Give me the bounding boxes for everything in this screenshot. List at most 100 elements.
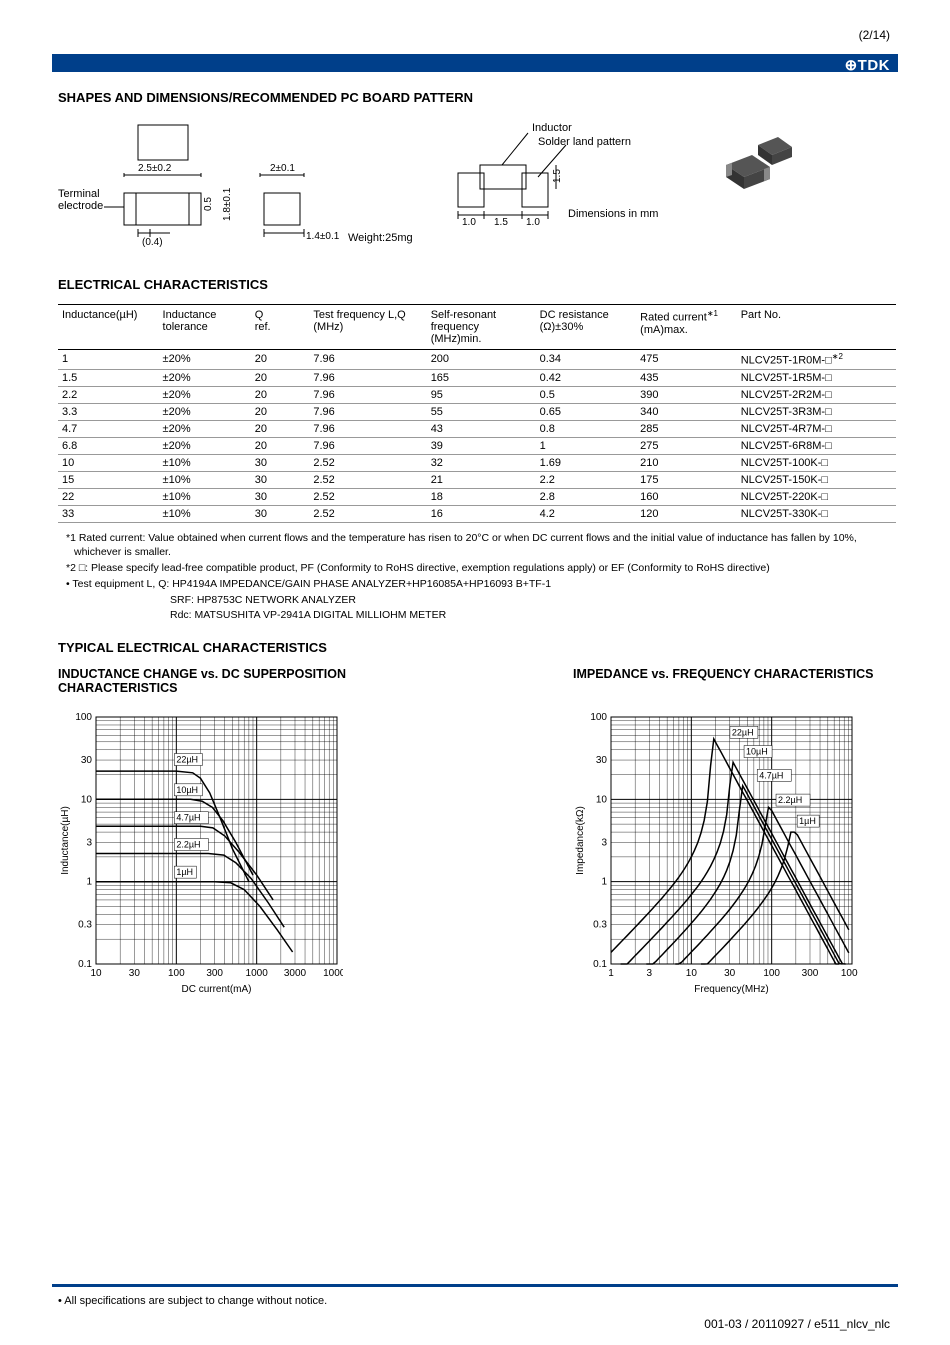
- svg-text:0.3: 0.3: [78, 919, 92, 930]
- footnote-1: *1 Rated current: Value obtained when cu…: [66, 531, 896, 559]
- svg-text:22µH: 22µH: [176, 754, 198, 764]
- svg-text:100: 100: [763, 968, 780, 979]
- svg-text:22µH: 22µH: [732, 727, 754, 737]
- col-header: Qref.: [251, 305, 310, 350]
- table-cell: 7.96: [309, 369, 426, 386]
- table-row: 15±10%302.52212.2175NLCV25T-150K-□: [58, 471, 896, 488]
- table-cell: 160: [636, 488, 737, 505]
- table-cell: 120: [636, 505, 737, 522]
- table-cell: 43: [427, 420, 536, 437]
- dim-2-0: 2±0.1: [270, 163, 295, 174]
- svg-text:100: 100: [590, 712, 607, 723]
- table-cell: 7.96: [309, 386, 426, 403]
- chart-1: INDUCTANCE CHANGE vs. DC SUPERPOSITION C…: [58, 667, 373, 997]
- table-cell: ±20%: [159, 386, 251, 403]
- svg-text:3000: 3000: [284, 968, 307, 979]
- tdk-logo: ⊕TDK: [845, 56, 890, 74]
- svg-text:3: 3: [601, 837, 607, 848]
- table-cell: 7.96: [309, 403, 426, 420]
- svg-text:10: 10: [596, 794, 608, 805]
- table-cell: 2.52: [309, 488, 426, 505]
- electrical-title: ELECTRICAL CHARACTERISTICS: [58, 277, 896, 292]
- col-header: DC resistance(Ω)±30%: [536, 305, 637, 350]
- svg-text:10: 10: [90, 968, 102, 979]
- table-cell: 2.2: [58, 386, 159, 403]
- footnote-3c: Rdc: MATSUSHITA VP-2941A DIGITAL MILLIOH…: [170, 608, 896, 622]
- table-cell: 475: [636, 350, 737, 370]
- dim-0-5: 0.5: [203, 197, 214, 211]
- page-number: (2/14): [859, 28, 890, 42]
- svg-text:1µH: 1µH: [176, 867, 193, 877]
- table-cell: 0.65: [536, 403, 637, 420]
- svg-text:0.3: 0.3: [593, 919, 607, 930]
- dim-0-4: (0.4): [142, 237, 163, 248]
- table-cell: NLCV25T-330K-□: [737, 505, 896, 522]
- pad-1-0b: 1.0: [526, 217, 540, 228]
- table-row: 4.7±20%207.96430.8285NLCV25T-4R7M-□: [58, 420, 896, 437]
- table-cell: NLCV25T-100K-□: [737, 454, 896, 471]
- svg-text:1: 1: [608, 968, 614, 979]
- table-cell: 2.52: [309, 505, 426, 522]
- svg-text:electrode: electrode: [58, 200, 103, 212]
- table-cell: 39: [427, 437, 536, 454]
- svg-text:3: 3: [647, 968, 653, 979]
- table-row: 2.2±20%207.96950.5390NLCV25T-2R2M-□: [58, 386, 896, 403]
- svg-text:0.1: 0.1: [78, 959, 92, 970]
- col-header: Inductance(µH): [58, 305, 159, 350]
- table-row: 3.3±20%207.96550.65340NLCV25T-3R3M-□: [58, 403, 896, 420]
- table-cell: 275: [636, 437, 737, 454]
- table-cell: 2.2: [536, 471, 637, 488]
- table-cell: NLCV25T-1R5M-□: [737, 369, 896, 386]
- table-cell: 30: [251, 488, 310, 505]
- table-cell: 2.52: [309, 454, 426, 471]
- table-cell: 32: [427, 454, 536, 471]
- dim-1-4: 1.4±0.1: [306, 231, 340, 242]
- inductor-label: Inductor: [532, 122, 572, 134]
- svg-text:Impedance(kΩ): Impedance(kΩ): [575, 806, 586, 875]
- table-cell: 200: [427, 350, 536, 370]
- svg-text:100: 100: [75, 712, 92, 723]
- table-cell: 7.96: [309, 420, 426, 437]
- table-cell: 10: [58, 454, 159, 471]
- page-content: SHAPES AND DIMENSIONS/RECOMMENDED PC BOA…: [58, 90, 896, 997]
- mechanical-drawing-svg: Terminal electrode 2.5±0.2 2±0.1 0.5 1.8…: [58, 117, 418, 257]
- svg-text:10: 10: [81, 794, 93, 805]
- chart1-svg: 103010030010003000100000.10.3131030100DC…: [58, 709, 343, 994]
- svg-text:Inductance(µH): Inductance(µH): [60, 806, 71, 875]
- svg-text:30: 30: [596, 755, 608, 766]
- table-cell: 435: [636, 369, 737, 386]
- table-cell: 1.69: [536, 454, 637, 471]
- table-cell: 16: [427, 505, 536, 522]
- svg-text:300: 300: [802, 968, 819, 979]
- table-cell: ±20%: [159, 403, 251, 420]
- table-cell: NLCV25T-4R7M-□: [737, 420, 896, 437]
- table-cell: 0.42: [536, 369, 637, 386]
- table-cell: 18: [427, 488, 536, 505]
- svg-text:10µH: 10µH: [176, 785, 198, 795]
- table-cell: NLCV25T-3R3M-□: [737, 403, 896, 420]
- table-cell: 1: [536, 437, 637, 454]
- table-cell: NLCV25T-1R0M-□∗2: [737, 350, 896, 370]
- table-cell: 22: [58, 488, 159, 505]
- svg-text:3: 3: [86, 837, 92, 848]
- pad-1-5: 1.5: [494, 217, 508, 228]
- table-cell: 1.5: [58, 369, 159, 386]
- svg-text:30: 30: [724, 968, 736, 979]
- pcb-pattern-svg: Inductor Solder land pattern 1.0 1.5 1.0…: [438, 117, 688, 237]
- table-cell: 0.8: [536, 420, 637, 437]
- table-row: 10±10%302.52321.69210NLCV25T-100K-□: [58, 454, 896, 471]
- svg-text:1µH: 1µH: [799, 816, 816, 826]
- table-cell: 0.5: [536, 386, 637, 403]
- footnote-3: • Test equipment L, Q: HP4194A IMPEDANCE…: [66, 577, 896, 591]
- table-cell: 0.34: [536, 350, 637, 370]
- chart1-title: INDUCTANCE CHANGE vs. DC SUPERPOSITION C…: [58, 667, 373, 699]
- col-header: Rated current∗1(mA)max.: [636, 305, 737, 350]
- table-cell: 4.2: [536, 505, 637, 522]
- table-cell: 390: [636, 386, 737, 403]
- table-cell: 30: [251, 471, 310, 488]
- table-row: 33±10%302.52164.2120NLCV25T-330K-□: [58, 505, 896, 522]
- shapes-title: SHAPES AND DIMENSIONS/RECOMMENDED PC BOA…: [58, 90, 896, 105]
- chart2-svg: 13103010030010000.10.3131030100Frequency…: [573, 709, 858, 994]
- svg-text:Frequency(MHz): Frequency(MHz): [694, 984, 768, 994]
- table-cell: 30: [251, 454, 310, 471]
